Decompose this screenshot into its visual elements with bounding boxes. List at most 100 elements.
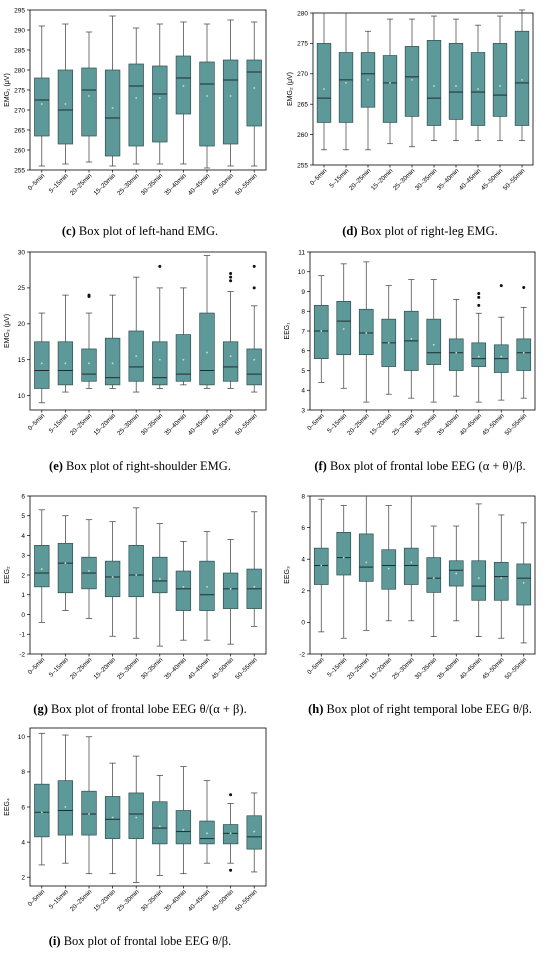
y-tick-label: 265	[14, 127, 25, 134]
y-tick-label: 275	[14, 87, 25, 94]
y-tick-label: 270	[14, 107, 25, 114]
mean-marker	[253, 830, 256, 833]
y-tick-label: 15	[18, 357, 26, 364]
box-10	[246, 21, 262, 167]
mean-marker	[323, 88, 325, 90]
y-tick-label: 3	[21, 553, 25, 560]
panel-caption: (f) Box plot of frontal lobe EEG (α + θ)…	[314, 459, 525, 473]
y-tick-label: 20	[18, 321, 26, 328]
x-category-label: 45–50min	[210, 172, 235, 197]
mean-marker	[455, 572, 458, 575]
y-tick-label: 9	[301, 289, 305, 296]
box-6	[152, 523, 168, 647]
x-category-label: 30–35min	[140, 888, 165, 913]
iqr-box	[81, 67, 97, 137]
y-tick-label: 10	[18, 734, 26, 741]
box-8	[199, 23, 215, 169]
iqr-box	[336, 531, 352, 576]
x-category-label: 25–30min	[392, 167, 417, 192]
iqr-box	[493, 562, 509, 601]
caption-letter: (h)	[308, 702, 323, 716]
iqr-box	[336, 301, 352, 356]
iqr-box	[104, 560, 121, 598]
box-1	[313, 275, 329, 383]
x-category-label: 35–40min	[436, 656, 461, 681]
box-2	[336, 263, 352, 389]
y-tick-label: 270	[297, 71, 308, 78]
y-tick-label: 10	[18, 393, 26, 400]
x-category-label: 15–20min	[92, 412, 117, 437]
box-plot-panel-6: -2 0 2 4 6 8 EEG₃ 0–5min 5–15min20–25min15–20min…	[284, 493, 536, 716]
x-category-label: 15–20min	[370, 167, 395, 192]
box-2	[57, 734, 74, 864]
mean-marker	[111, 107, 114, 109]
box-7	[175, 766, 192, 875]
x-category-label: 50–55min	[234, 412, 259, 437]
mean-marker	[206, 351, 208, 354]
box-plot-panel-4: 3 4 5 6 7 8 9 10 11 EEG₁ 0–5min 5–15min20–25min15–2…	[284, 249, 536, 473]
iqr-box	[222, 341, 239, 382]
mean-marker	[135, 355, 138, 358]
mean-marker	[455, 351, 458, 354]
box-2	[57, 515, 74, 611]
y-axis-label: EMG₂ (μV)	[287, 72, 294, 106]
x-category-label: 40–45min	[187, 656, 212, 681]
caption-letter: (e)	[49, 459, 63, 473]
caption-text: Box plot of frontal lobe EEG (α + θ)/β.	[327, 459, 526, 473]
iqr-box	[403, 547, 419, 585]
y-axis-label: EEG₃	[284, 566, 291, 584]
box-plot-panel-7: 2 4 6 8 10 EEG₄ 0–5min 5–15min 20–25min 15–20min 2…	[4, 727, 267, 948]
y-tick-label: -2	[19, 651, 25, 658]
iqr-box	[34, 341, 50, 389]
iqr-box	[448, 43, 464, 120]
iqr-box	[34, 77, 50, 137]
mean-marker	[158, 358, 161, 361]
box-plot-panel-1: 255 260 265 270 275 280 285 290 295 EMG₁ (μV) 0–5m…	[4, 7, 267, 238]
x-category-label: 35–40min	[436, 167, 461, 192]
box-9	[492, 15, 508, 142]
mean-marker	[455, 85, 457, 87]
box-6	[426, 279, 442, 403]
box-3	[81, 293, 97, 389]
box-2	[57, 294, 74, 393]
x-category-label: 25–30min	[391, 656, 416, 681]
x-category-label: 20–25min	[69, 888, 94, 913]
y-tick-label: 285	[14, 47, 25, 54]
box-6	[426, 525, 442, 637]
iqr-box	[199, 312, 215, 386]
box-9	[222, 539, 239, 645]
box-10	[516, 286, 532, 399]
x-category-label: 0–5min	[27, 172, 47, 192]
box-3	[358, 261, 374, 403]
mean-marker	[499, 85, 501, 87]
x-category-label: 5–15min	[48, 412, 70, 434]
box-8	[471, 503, 487, 637]
panel-caption: (e) Box plot of right-shoulder EMG.	[49, 459, 231, 473]
box-6	[152, 264, 168, 389]
y-tick-label: 4	[21, 533, 25, 540]
iqr-box	[152, 801, 168, 845]
mean-marker	[206, 832, 208, 835]
mean-marker	[477, 88, 479, 90]
mean-marker	[111, 362, 114, 365]
outlier-point	[499, 284, 503, 288]
y-tick-label: 1	[21, 592, 25, 599]
mean-marker	[410, 338, 413, 340]
box-8	[199, 531, 215, 641]
box-1	[316, 12, 332, 151]
iqr-box	[404, 46, 420, 117]
mean-marker	[477, 577, 480, 580]
x-category-label: 30–35min	[140, 656, 165, 681]
x-category-label: 20–25min	[69, 656, 94, 681]
box-1	[34, 509, 50, 623]
iqr-box	[34, 783, 50, 838]
y-tick-label: 295	[14, 7, 25, 14]
x-category-label: 50–55min	[234, 656, 259, 681]
x-category-label: 40–45min	[459, 412, 484, 437]
x-category-label: 5–15min	[326, 412, 348, 434]
iqr-box	[313, 304, 329, 360]
iqr-box	[104, 69, 121, 157]
iqr-box	[516, 563, 532, 606]
iqr-box	[492, 43, 508, 117]
